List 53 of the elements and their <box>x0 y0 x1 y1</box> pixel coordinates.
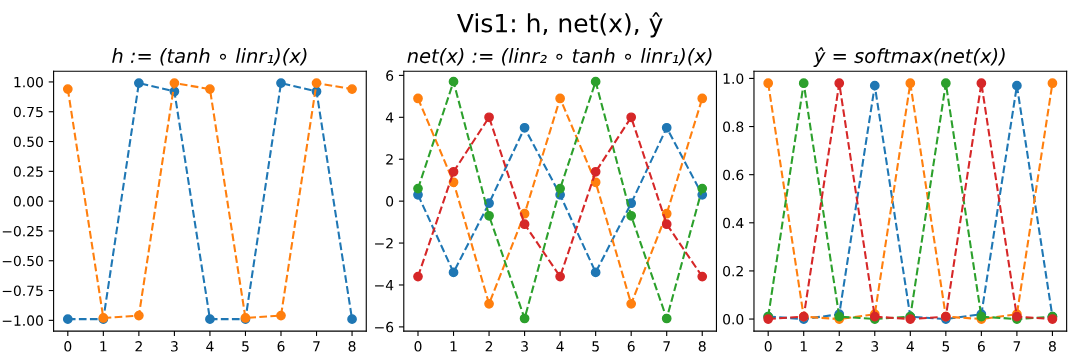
x-tick-label: 0 <box>414 341 422 352</box>
y-tick-label: 6 <box>386 70 394 81</box>
chart-subtitle: net(x) := (linr₂ ∘ tanh ∘ linr₁)(x) <box>407 48 712 66</box>
y-tick-label: 0.4 <box>723 217 744 229</box>
x-tick-label: 1 <box>450 341 457 352</box>
y-tick-label: 1.0 <box>723 73 744 84</box>
x-tick-label: 7 <box>663 341 670 352</box>
x-tick-label: 7 <box>1013 341 1021 352</box>
x-tick-label: 2 <box>135 341 142 352</box>
y-tick-label: 0.00 <box>13 196 43 207</box>
x-tick-label: 2 <box>485 341 493 352</box>
y-tick-label: 1.00 <box>14 76 43 88</box>
y-tick-label: −0.75 <box>2 285 43 297</box>
y-tick-label: 0.75 <box>13 106 43 118</box>
x-tick-label: 6 <box>977 341 985 352</box>
x-tick-label: 3 <box>521 341 528 352</box>
chart-subtitle: ŷ = softmax(net(x)) <box>813 47 1005 67</box>
x-tick-label: 5 <box>942 341 950 352</box>
x-tick-label: 1 <box>100 341 107 352</box>
x-tick-label: 3 <box>171 341 178 352</box>
y-tick-label: 0 <box>386 196 394 207</box>
x-tick-label: 6 <box>627 341 635 352</box>
y-tick-label: −4 <box>375 280 394 291</box>
x-tick-label: 5 <box>592 341 599 352</box>
chart-subtitle: h := (tanh ∘ linr₁)(x) <box>112 48 307 66</box>
y-tick-label: −0.50 <box>2 255 43 267</box>
x-tick-label: 2 <box>835 341 843 352</box>
x-tick-label: 0 <box>764 341 772 352</box>
y-tick-label: 0.50 <box>13 136 43 148</box>
x-tick-label: 5 <box>242 341 249 352</box>
x-tick-label: 4 <box>206 341 214 352</box>
y-tick-label: 4 <box>385 112 394 123</box>
x-tick-label: 0 <box>64 341 72 352</box>
x-tick-label: 3 <box>871 341 879 352</box>
x-tick-label: 6 <box>277 341 285 352</box>
y-tick-label: 0.0 <box>723 314 744 325</box>
x-tick-label: 1 <box>800 341 807 352</box>
y-tick-label: 0.6 <box>723 169 744 181</box>
y-tick-label: −0.25 <box>2 225 43 237</box>
x-tick-label: 4 <box>556 341 564 352</box>
x-tick-label: 4 <box>906 341 914 352</box>
y-tick-label: −1.00 <box>2 315 43 326</box>
y-tick-label: −2 <box>375 238 393 249</box>
x-tick-label: 7 <box>313 341 320 352</box>
y-tick-label: 0.8 <box>723 121 744 133</box>
x-tick-label: 8 <box>698 341 706 352</box>
chart-title: Vis1: h, net(x), ŷ <box>457 12 663 38</box>
y-tick-label: 0.25 <box>13 166 43 177</box>
x-tick-label: 8 <box>1048 341 1056 352</box>
x-tick-label: 8 <box>348 341 356 352</box>
y-tick-label: −6 <box>375 321 394 333</box>
y-tick-label: 0.2 <box>723 265 743 277</box>
y-tick-label: 2 <box>386 154 393 165</box>
